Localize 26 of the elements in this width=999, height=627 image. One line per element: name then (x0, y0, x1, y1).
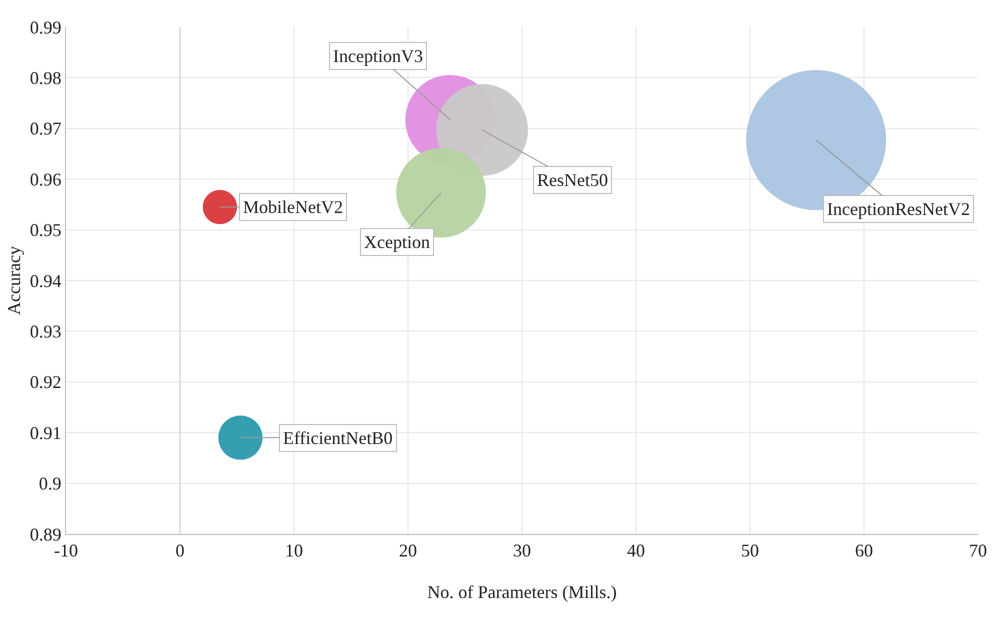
series-label: InceptionResNetV2 (827, 199, 970, 219)
x-tick-label: 70 (969, 540, 987, 561)
y-tick-label: 0.97 (30, 118, 62, 139)
x-tick-label: 40 (627, 540, 645, 561)
series-label: InceptionV3 (333, 46, 423, 66)
x-tick-label: 60 (855, 540, 873, 561)
y-tick-label: 0.92 (30, 372, 62, 392)
y-tick-label: 0.98 (30, 68, 62, 88)
x-tick-label: 20 (399, 540, 417, 561)
y-tick-label: 0.93 (30, 322, 62, 342)
series-label: ResNet50 (537, 170, 608, 190)
x-tick-label: 50 (741, 540, 759, 561)
x-tick-label: 10 (285, 540, 303, 561)
y-axis-title: Accuracy (4, 246, 24, 315)
series-label: Xception (364, 232, 430, 252)
x-tick-label: 30 (513, 540, 531, 561)
series-label: MobileNetV2 (243, 197, 343, 217)
y-tick-label: 0.9 (38, 474, 62, 494)
y-tick-label: 0.94 (30, 270, 62, 291)
series-label: EfficientNetB0 (283, 428, 393, 448)
y-tick-label: 0.99 (30, 17, 62, 38)
x-axis-title: No. of Parameters (Mills.) (427, 582, 617, 602)
x-tick-label: 0 (176, 540, 184, 561)
y-tick-label: 0.91 (30, 422, 62, 443)
y-tick-label: 0.96 (30, 169, 62, 190)
y-tick-label: 0.95 (30, 220, 62, 240)
